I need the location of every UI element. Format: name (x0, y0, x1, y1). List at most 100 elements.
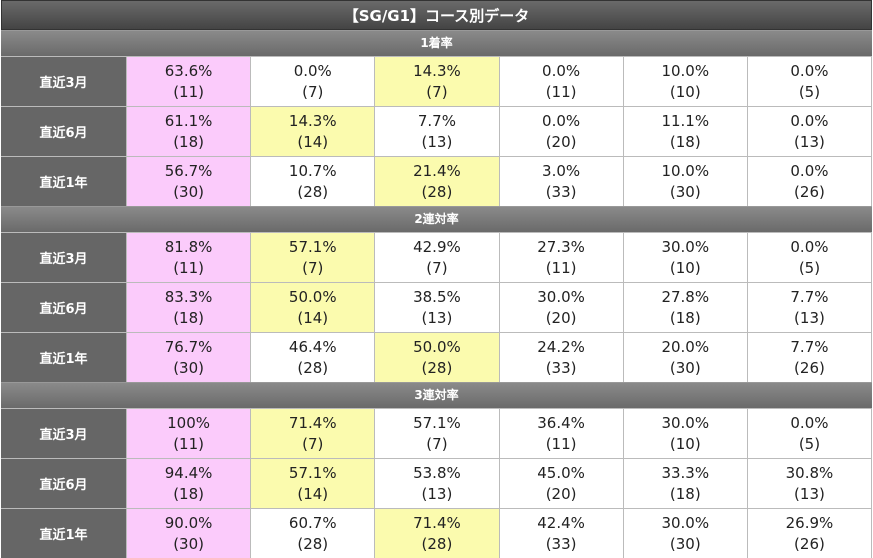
rate: 53.8% (413, 463, 461, 482)
count: (13) (794, 132, 825, 151)
count: (7) (426, 82, 448, 101)
count: (7) (302, 258, 324, 277)
data-cell: 24.2% (33) (499, 333, 624, 382)
data-cell: 36.4% (11) (499, 409, 624, 458)
rate: 0.0% (790, 413, 829, 432)
data-cell: 76.7% (30) (127, 333, 252, 382)
count: (11) (545, 82, 577, 101)
count: (26) (794, 358, 825, 377)
data-cell: 42.4% (33) (499, 509, 624, 558)
data-cell: 10.0% (10) (623, 57, 748, 106)
rate: 7.7% (417, 111, 456, 130)
rate: 36.4% (537, 413, 585, 432)
rate: 14.3% (288, 111, 337, 130)
count: (10) (669, 434, 701, 453)
rate: 42.9% (413, 237, 461, 256)
data-cell: 26.9% (26) (747, 509, 873, 558)
rate: 76.7% (164, 337, 213, 356)
count: (7) (426, 434, 448, 453)
data-cell: 46.4% (28) (251, 333, 376, 382)
rate: 7.7% (790, 287, 829, 306)
data-cell: 71.4% (7) (251, 409, 376, 458)
data-cell: 71.4% (28) (375, 509, 500, 558)
table-row: 直近1年 56.7% (30) 10.7% (28) 21.4% (28) 3.0% (33) 1… (1, 156, 873, 206)
data-cell: 21.4% (28) (375, 157, 500, 206)
count: (11) (173, 258, 204, 277)
rate: 30.0% (661, 413, 710, 432)
count: (30) (173, 534, 204, 553)
rate: 24.2% (537, 337, 585, 356)
data-cell: 0.0% (13) (747, 107, 873, 156)
count: (28) (297, 534, 329, 553)
data-cell: 30.8% (13) (747, 459, 873, 508)
rate: 10.0% (661, 161, 710, 180)
rate: 10.0% (661, 61, 710, 80)
data-cell: 14.3% (7) (375, 57, 500, 106)
rate: 0.0% (542, 61, 581, 80)
count: (20) (545, 132, 577, 151)
count: (28) (297, 182, 329, 201)
rate: 7.7% (790, 337, 829, 356)
rate: 81.8% (164, 237, 213, 256)
rate: 83.3% (164, 287, 213, 306)
data-cell: 100% (11) (127, 409, 252, 458)
rate: 30.8% (785, 463, 834, 482)
count: (20) (545, 484, 577, 503)
count: (30) (669, 534, 701, 553)
rate: 33.3% (661, 463, 710, 482)
rate: 63.6% (164, 61, 213, 80)
data-cell: 0.0% (11) (499, 57, 624, 106)
count: (30) (669, 358, 701, 377)
rate: 30.0% (661, 237, 710, 256)
count: (33) (545, 358, 577, 377)
count: (18) (669, 484, 701, 503)
count: (14) (297, 484, 329, 503)
data-cell: 38.5% (13) (375, 283, 500, 332)
data-cell: 0.0% (26) (747, 157, 873, 206)
data-cell: 30.0% (10) (623, 409, 748, 458)
data-cell: 7.7% (13) (747, 283, 873, 332)
data-cell: 63.6% (11) (127, 57, 252, 106)
table-title: 【SG/G1】コース別データ (1, 0, 872, 30)
count: (33) (545, 534, 577, 553)
count: (18) (173, 308, 204, 327)
table-row: 直近6月 83.3% (18) 50.0% (14) 38.5% (13) 30.0% (20)… (1, 282, 873, 332)
rate: 0.0% (790, 237, 829, 256)
count: (5) (798, 434, 821, 453)
row-label: 直近6月 (1, 107, 127, 156)
rate: 14.3% (413, 61, 461, 80)
data-cell: 0.0% (7) (251, 57, 376, 106)
count: (13) (421, 132, 453, 151)
count: (30) (669, 182, 701, 201)
count: (18) (173, 132, 204, 151)
data-cell: 90.0% (30) (127, 509, 252, 558)
data-cell: 27.8% (18) (623, 283, 748, 332)
data-cell: 56.7% (30) (127, 157, 252, 206)
count: (10) (669, 258, 701, 277)
row-label: 直近1年 (1, 333, 127, 382)
rate: 27.8% (661, 287, 710, 306)
rate: 38.5% (413, 287, 461, 306)
row-label: 直近6月 (1, 459, 127, 508)
rate: 20.0% (661, 337, 710, 356)
rate: 50.0% (413, 337, 461, 356)
rate: 45.0% (537, 463, 585, 482)
rate: 3.0% (542, 161, 581, 180)
data-cell: 0.0% (20) (499, 107, 624, 156)
rate: 60.7% (288, 513, 337, 532)
data-cell: 11.1% (18) (623, 107, 748, 156)
count: (30) (173, 358, 204, 377)
count: (18) (669, 132, 701, 151)
rate: 0.0% (293, 61, 332, 80)
rate: 56.7% (164, 161, 213, 180)
row-label: 直近6月 (1, 283, 127, 332)
rate: 10.7% (288, 161, 337, 180)
table-row: 直近6月 94.4% (18) 57.1% (14) 53.8% (13) 45.0% (20)… (1, 458, 873, 508)
data-cell: 50.0% (14) (251, 283, 376, 332)
count: (26) (794, 182, 825, 201)
count: (11) (173, 82, 204, 101)
table-row: 直近6月 61.1% (18) 14.3% (14) 7.7% (13) 0.0% (20) 11… (1, 106, 873, 156)
count: (13) (421, 484, 453, 503)
rate: 30.0% (661, 513, 710, 532)
